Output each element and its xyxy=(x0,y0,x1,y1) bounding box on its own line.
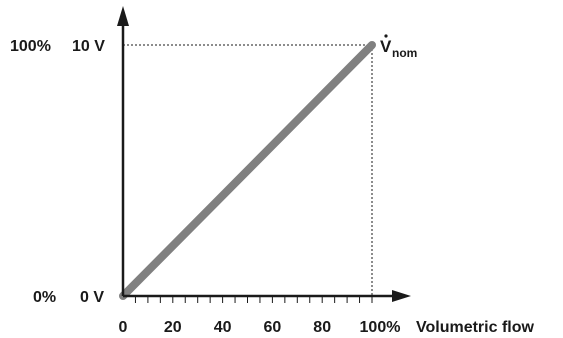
y-label-10-volt: 10 V xyxy=(72,38,105,55)
x-tick-label: 40 xyxy=(214,319,232,336)
y-label-0-volt: 0 V xyxy=(80,289,104,306)
x-tick-label: 0 xyxy=(119,319,128,336)
x-tick-label: 60 xyxy=(264,319,282,336)
y-axis-arrow xyxy=(117,6,129,26)
x-tick-label: 100% xyxy=(360,319,401,336)
vnom-dot xyxy=(384,34,388,38)
x-axis-label: Volumetric flow xyxy=(416,319,534,336)
x-axis-arrow xyxy=(392,290,411,302)
x-tick-labels: 0 20 40 60 80 100% xyxy=(119,319,401,336)
vnom-annotation: V nom xyxy=(380,34,417,60)
x-tick-label: 80 xyxy=(313,319,331,336)
vnom-subscript: nom xyxy=(392,46,417,60)
series-line xyxy=(119,41,376,300)
vnom-symbol: V xyxy=(380,37,392,56)
y-label-0-percent: 0% xyxy=(33,289,56,306)
x-tick-label: 20 xyxy=(164,319,182,336)
y-label-100-percent: 100% xyxy=(10,38,51,55)
